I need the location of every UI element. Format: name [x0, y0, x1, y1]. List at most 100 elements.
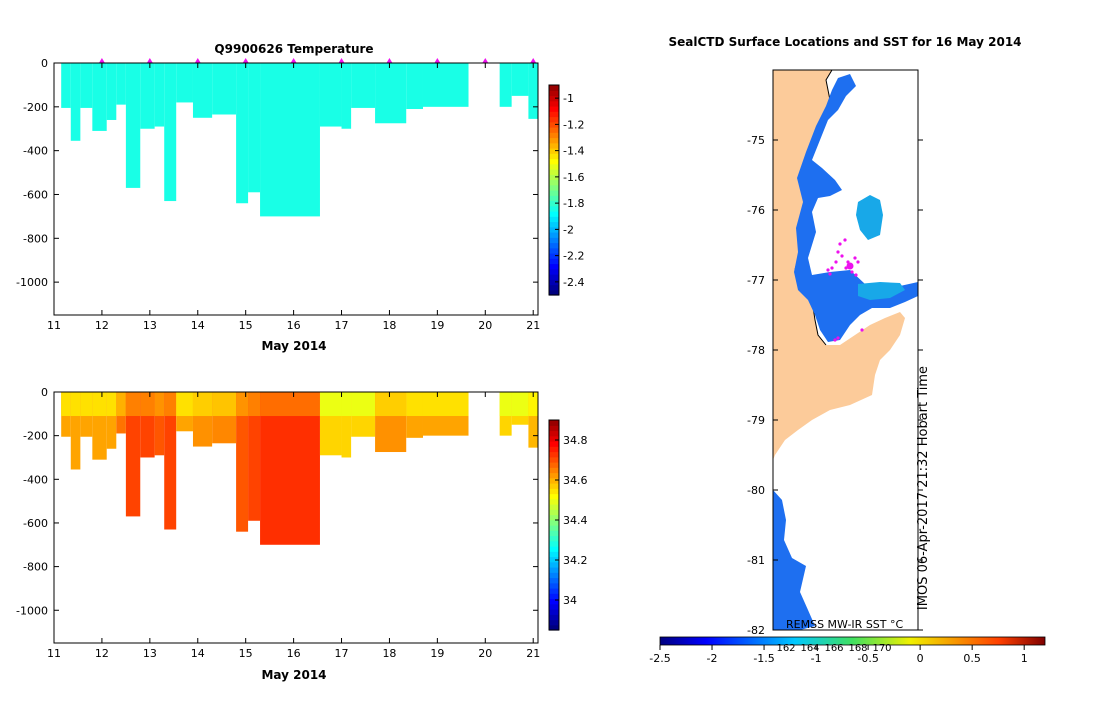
colorbar-tick-label: 34.2	[563, 554, 588, 567]
profile-column	[341, 392, 352, 458]
colorbar-segment	[549, 483, 559, 489]
colorbar-segment	[549, 247, 559, 254]
profile-column	[106, 63, 117, 120]
y-tick-label: -600	[23, 517, 48, 530]
seal-location-point	[836, 336, 840, 340]
profile-marker	[146, 58, 153, 63]
profile-surface-layer	[528, 392, 538, 417]
colorbar-segment	[549, 441, 559, 447]
colorbar-tick-label: -2.4	[563, 276, 584, 289]
profile-column	[154, 392, 165, 456]
colorbar-segment	[549, 148, 559, 154]
seal-location-point	[826, 268, 830, 272]
colorbar-segment	[549, 619, 559, 626]
y-tick-label: -200	[23, 101, 48, 114]
sst-colorbar-inner-label: 164	[800, 643, 819, 654]
colorbar-segment	[549, 477, 559, 484]
colorbar-segment	[549, 137, 559, 144]
colorbar-segment	[549, 420, 559, 426]
lat-tick-label: -79	[747, 414, 765, 427]
lat-tick-label: -81	[747, 554, 765, 567]
profile-surface-layer	[212, 392, 237, 417]
colorbar-segment	[549, 179, 559, 186]
profile-surface-layer	[140, 392, 155, 417]
timestamp-label: IMOS 06-Apr-2017 21:32 Hobart Time	[916, 366, 931, 610]
colorbar-segment	[549, 158, 559, 165]
colorbar-segment	[549, 284, 559, 291]
colorbar-segment	[549, 274, 559, 280]
profile-column	[528, 63, 538, 119]
profile-marker	[386, 58, 393, 63]
sst-colorbar-inner-label: 170	[872, 643, 891, 654]
lat-tick-label: -78	[747, 344, 765, 357]
profile-column	[140, 63, 155, 129]
profile-column	[164, 392, 177, 530]
axes-frame	[53, 62, 539, 316]
colorbar-tick-label: -1.8	[563, 197, 584, 210]
temperature-panel: Q9900626 Temperature 11 12 13 14 15 16 17 18 19 2…	[16, 42, 584, 353]
colorbar-segment	[549, 567, 559, 573]
profile-column	[260, 63, 320, 217]
colorbar-segment	[549, 467, 559, 474]
colorbar-segment	[549, 163, 559, 170]
sst-colorbar-tick-label: -2	[707, 652, 718, 665]
sst-colorbar-inner-label: 168	[848, 643, 867, 654]
profile-column	[236, 392, 249, 532]
seal-location-point	[830, 266, 834, 270]
x-tick-label: 13	[143, 647, 157, 660]
sst-colorbar-inner-label: 162	[776, 643, 795, 654]
colorbar-segment	[549, 472, 559, 479]
colorbar-frame	[548, 419, 560, 631]
colorbar-segment	[549, 446, 559, 453]
profile-column	[351, 63, 376, 108]
colorbar-segment	[549, 226, 559, 233]
colorbar-tick-label: 34	[563, 594, 577, 607]
colorbar-segment	[549, 535, 559, 542]
colorbar-segment	[549, 488, 559, 495]
y-tick-label: -600	[23, 188, 48, 201]
colorbar-segment	[549, 132, 559, 139]
profile-surface-layer	[125, 392, 141, 417]
colorbar-segment	[549, 95, 559, 102]
profile-column	[248, 63, 261, 193]
colorbar-segment	[549, 289, 559, 296]
lat-tick-label: -82	[747, 624, 765, 637]
colorbar-segment	[549, 462, 559, 468]
colorbar-segment	[549, 237, 559, 244]
profile-column	[248, 392, 261, 521]
seal-location-point	[853, 256, 857, 260]
colorbar-tick-label: -1	[563, 92, 574, 105]
colorbar-segment	[549, 504, 559, 510]
y-tick-label: 0	[41, 57, 48, 70]
x-tick-label: 17	[335, 319, 349, 332]
colorbar-segment	[549, 561, 559, 568]
colorbar-segment	[549, 169, 559, 175]
colorbar-segment	[549, 546, 559, 552]
seal-location-point	[843, 238, 847, 242]
profile-surface-layer	[248, 392, 261, 417]
colorbar-segment	[549, 498, 559, 505]
colorbar-segment	[549, 142, 559, 149]
colorbar-segment	[549, 242, 559, 249]
profile-surface-layer	[176, 392, 193, 417]
profile-column	[236, 63, 249, 204]
profile-column	[106, 392, 117, 449]
profile-surface-layer	[341, 392, 352, 417]
colorbar-segment	[549, 530, 559, 537]
colorbar-frame	[548, 84, 560, 296]
colorbar-segment	[549, 116, 559, 123]
sst-colorbar-tick-label: -2.5	[649, 652, 670, 665]
sst-colorbar-tick-label: -1	[811, 652, 822, 665]
sst-colorbar-tick-label: -0.5	[857, 652, 878, 665]
colorbar-segment	[549, 456, 559, 463]
profile-surface-layer	[154, 392, 165, 417]
colorbar-segment	[549, 184, 559, 191]
profile-column	[164, 63, 177, 202]
profile-column	[499, 63, 512, 107]
seal-location-point	[833, 338, 837, 342]
colorbar-tick-label: -2.2	[563, 250, 584, 263]
x-tick-label: 16	[287, 319, 301, 332]
profile-column	[116, 63, 126, 105]
profile-surface-layer	[406, 392, 423, 417]
